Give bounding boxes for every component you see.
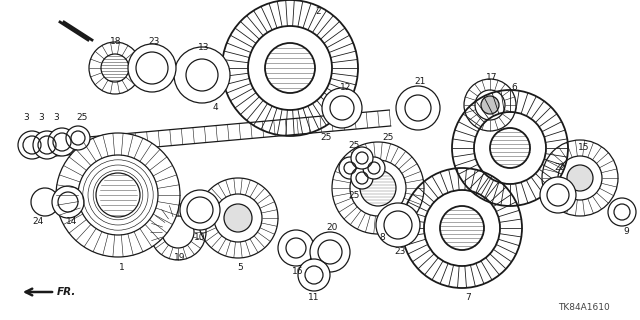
Text: FR.: FR. [57,287,76,297]
Text: 4: 4 [212,103,218,113]
Circle shape [351,147,373,169]
Text: 3: 3 [53,114,59,123]
Text: 14: 14 [67,218,77,227]
Circle shape [78,155,158,235]
Text: 15: 15 [579,143,589,153]
Text: 18: 18 [110,37,122,46]
Circle shape [540,177,576,213]
Text: 6: 6 [511,84,517,92]
Text: 19: 19 [174,253,186,262]
Text: TK84A1610: TK84A1610 [558,303,610,313]
Circle shape [298,259,330,291]
Circle shape [376,203,420,247]
Text: 23: 23 [148,37,160,46]
Text: 1: 1 [119,263,125,273]
Text: 5: 5 [237,263,243,273]
Polygon shape [54,110,390,156]
Text: 9: 9 [623,228,629,236]
Text: 3: 3 [38,114,44,123]
Text: 13: 13 [198,44,210,52]
Circle shape [278,230,314,266]
Circle shape [96,173,140,217]
Text: 25: 25 [320,133,332,142]
Text: 20: 20 [326,223,338,233]
Text: 16: 16 [292,268,304,276]
Circle shape [174,47,230,103]
Circle shape [180,190,220,230]
Circle shape [66,126,90,150]
Circle shape [18,131,46,159]
Text: 21: 21 [414,77,426,86]
Text: 25: 25 [348,190,360,199]
Circle shape [363,157,385,179]
Text: 10: 10 [195,234,205,243]
Text: 23: 23 [394,247,406,257]
Text: 25: 25 [382,133,394,142]
Circle shape [339,157,361,179]
Text: 25: 25 [348,140,360,149]
Circle shape [322,88,362,128]
Circle shape [33,131,61,159]
Circle shape [52,186,84,218]
Text: 8: 8 [379,234,385,243]
Circle shape [608,198,636,226]
Text: 12: 12 [340,84,352,92]
Text: 25: 25 [76,114,88,123]
Circle shape [48,128,76,156]
Circle shape [128,44,176,92]
Text: 7: 7 [465,293,471,302]
Text: 22: 22 [554,164,566,172]
Text: 24: 24 [33,218,44,227]
Text: 3: 3 [23,114,29,123]
Text: 17: 17 [486,74,498,83]
Circle shape [310,232,350,272]
Circle shape [396,86,440,130]
Text: 2: 2 [315,7,321,17]
Circle shape [351,167,373,189]
Text: 11: 11 [308,293,320,302]
Circle shape [56,133,180,257]
